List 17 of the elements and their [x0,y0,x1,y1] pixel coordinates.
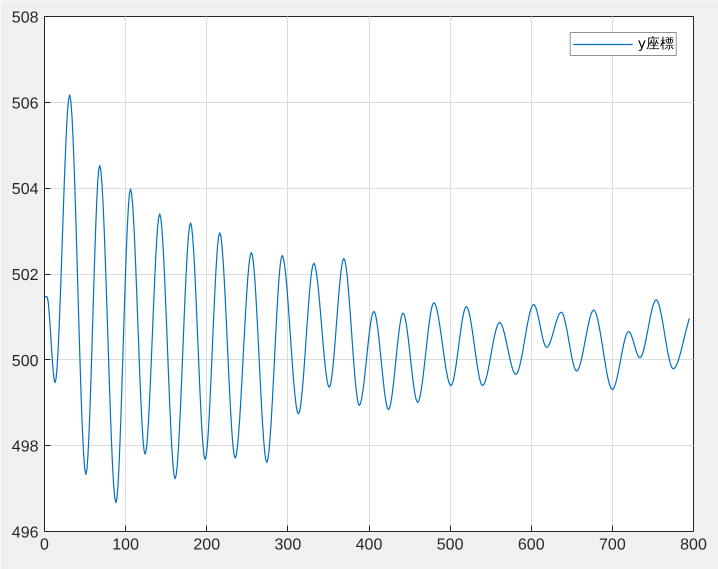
y-tick-label: 508 [12,10,39,26]
legend-label: y座標 [638,35,674,53]
y-tick-label: 506 [12,95,39,112]
y-tick-label: 504 [12,181,39,198]
x-tick-label: 0 [40,536,50,554]
y-tick-label: 498 [12,438,39,456]
x-tick-label: 400 [356,536,382,554]
x-tick-label: 600 [518,536,545,554]
x-tick-label: 300 [274,536,302,554]
x-tick-label: 500 [436,536,464,554]
x-tick-label: 200 [193,536,220,554]
y-tick-label: 502 [12,267,39,284]
x-tick-label: 100 [112,536,140,554]
y-tick-label: 496 [12,524,39,542]
y-tick-label: 500 [12,352,39,370]
x-tick-label: 700 [599,536,626,554]
x-tick-label: 800 [680,536,707,554]
